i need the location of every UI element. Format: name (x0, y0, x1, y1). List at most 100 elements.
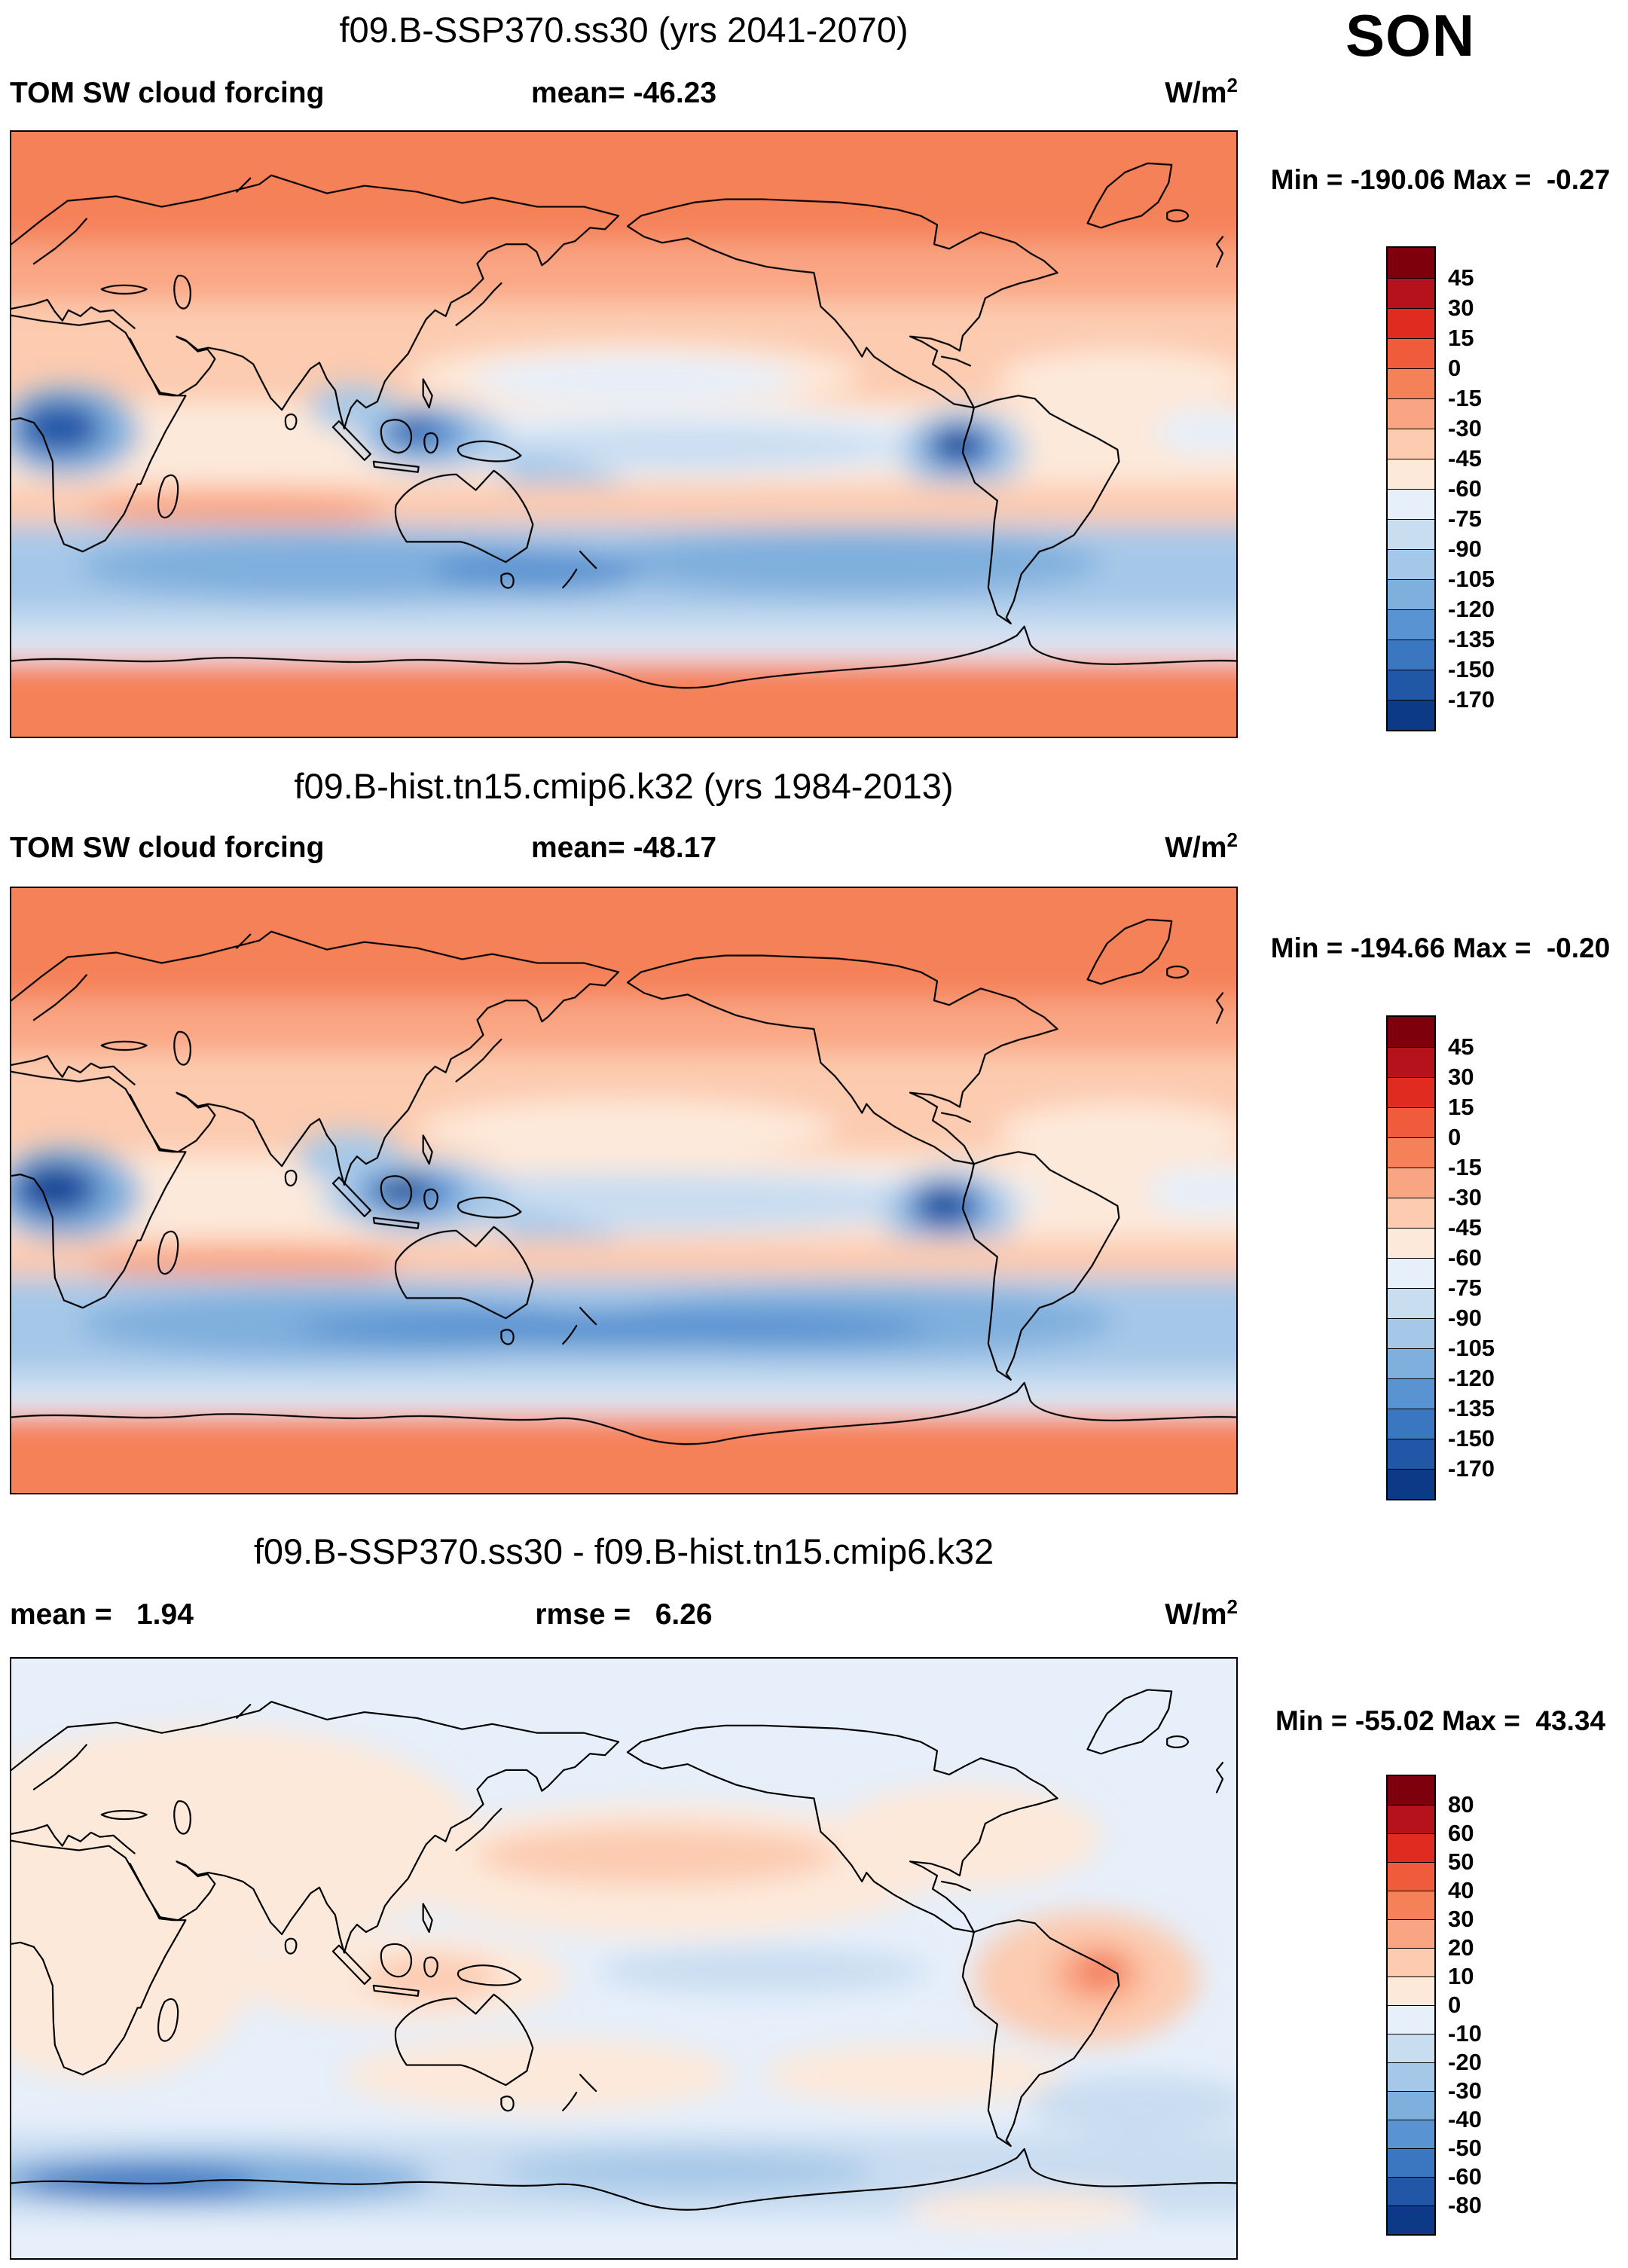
colorbar-tick-label: 0 (1448, 1124, 1462, 1150)
colorbar-cell (1388, 519, 1434, 549)
colorbar-cell (1388, 248, 1434, 278)
colorbar-tick-label: 15 (1448, 1094, 1474, 1120)
colorbar-tick-label: -120 (1448, 1365, 1495, 1391)
colorbar-tick-label: -60 (1448, 475, 1482, 502)
colorbar-cell (1388, 549, 1434, 579)
map-hist-svg (11, 888, 1236, 1493)
minmax-label: Min = -194.66 Max = -0.20 (1270, 933, 1611, 963)
colorbar-cell (1388, 1976, 1434, 2005)
colorbar-tick-label: 30 (1448, 1064, 1474, 1090)
panel-1-stats-row: TOM SW cloud forcing mean= -46.23 W/m2 (10, 69, 1238, 110)
colorbar-cell (1388, 579, 1434, 609)
minmax-label: Min = -190.06 Max = -0.27 (1270, 164, 1611, 195)
colorbar-tick-label: -170 (1448, 1455, 1495, 1482)
colorbar-tick-label: 20 (1448, 1934, 1474, 1961)
colorbar-tick-label: -15 (1448, 1154, 1482, 1180)
units-exponent: 2 (1226, 829, 1238, 851)
colorbar-cell (1388, 429, 1434, 459)
panel-2-title: f09.B-hist.tn15.cmip6.k32 (yrs 1984-2013… (294, 766, 954, 806)
panel-3-stats-row: mean = 1.94 rmse = 6.26 W/m2 (10, 1591, 1238, 1632)
colorbar-cell (1388, 1891, 1434, 1919)
map-ssp370-svg (11, 132, 1236, 737)
variable-label: TOM SW cloud forcing (10, 77, 325, 109)
colorbar-cells (1386, 1775, 1436, 2236)
map-difference (10, 1657, 1238, 2260)
colorbar-tick-label: -105 (1448, 1335, 1495, 1361)
colorbar-tick-label: -45 (1448, 445, 1482, 472)
colorbar-cell (1388, 1948, 1434, 1976)
minmax-label: Min = -55.02 Max = 43.34 (1275, 1705, 1606, 1736)
colorbar-cell (1388, 1862, 1434, 1891)
panel-2-stats-row: TOM SW cloud forcing mean= -48.17 W/m2 (10, 824, 1238, 865)
colorbar-cell (1388, 609, 1434, 639)
colorbar-labels: 80 60 50 40 30 20 10 0 -10 -20 -30 -40 -50 -60 -80 (1448, 1775, 1538, 2236)
season-label: SON (1345, 2, 1476, 69)
colorbar-cell (1388, 1348, 1434, 1378)
units-label: W/m2 (1165, 74, 1238, 110)
colorbar-cell (1388, 2062, 1434, 2091)
colorbar-tick-label: 80 (1448, 1791, 1474, 1818)
mean-value: mean = 1.94 (10, 1598, 194, 1631)
colorbar-cell (1388, 459, 1434, 489)
colorbar-cell (1388, 670, 1434, 700)
colorbar-tick-label: -15 (1448, 385, 1482, 411)
colorbar-cell (1388, 1439, 1434, 1469)
colorbar-tick-label: -45 (1448, 1214, 1482, 1241)
colorbar-panel-1: 45 30 15 0 -15 -30 -45 -60 -75 -90 -105 -120 -135 -15… (1386, 246, 1538, 731)
map-difference-svg (11, 1659, 1236, 2258)
colorbar-tick-label: 40 (1448, 1877, 1474, 1903)
colorbar-cell (1388, 1137, 1434, 1168)
units-exponent: 2 (1226, 1595, 1238, 1618)
colorbar-tick-label: 10 (1448, 1963, 1474, 1989)
colorbar-cell (1388, 489, 1434, 519)
colorbar-tick-label: -90 (1448, 536, 1482, 562)
colorbar-tick-label: -90 (1448, 1305, 1482, 1331)
units-label: W/m2 (1165, 829, 1238, 865)
field-shading (11, 888, 1236, 1493)
colorbar-cell (1388, 1288, 1434, 1318)
colorbar-cell (1388, 1776, 1434, 1805)
colorbar-cell (1388, 2091, 1434, 2120)
colorbar-panel-2: 45 30 15 0 -15 -30 -45 -60 -75 -90 -105 -120 -135 -15… (1386, 1015, 1538, 1500)
colorbar-cell (1388, 1919, 1434, 1948)
colorbar-cell (1388, 1228, 1434, 1258)
colorbar-tick-label: -60 (1448, 2163, 1482, 2190)
colorbar-labels: 45 30 15 0 -15 -30 -45 -60 -75 -90 -105 -120 -135 -15… (1448, 246, 1538, 731)
colorbar-cell (1388, 278, 1434, 308)
colorbar-cell (1388, 338, 1434, 368)
colorbar-cell (1388, 1017, 1434, 1047)
colorbar-cell (1388, 1107, 1434, 1137)
colorbar-tick-label: -150 (1448, 1425, 1495, 1451)
colorbar-cell (1388, 700, 1434, 730)
field-shading (11, 132, 1236, 737)
colorbar-tick-label: -75 (1448, 505, 1482, 532)
units-base: W/m (1165, 832, 1227, 864)
colorbar-tick-label: 0 (1448, 1992, 1462, 2018)
map-hist (10, 887, 1238, 1494)
panel-3-title: f09.B-SSP370.ss30 - f09.B-hist.tn15.cmip… (253, 1531, 994, 1571)
colorbar-cell (1388, 2120, 1434, 2148)
colorbar-cell (1388, 368, 1434, 398)
colorbar-tick-label: -105 (1448, 566, 1495, 592)
colorbar-cells (1386, 1015, 1436, 1500)
colorbar-tick-label: -10 (1448, 2020, 1482, 2047)
colorbar-cell (1388, 1409, 1434, 1439)
colorbar-tick-label: 0 (1448, 355, 1462, 381)
colorbar-tick-label: -30 (1448, 415, 1482, 441)
colorbar-tick-label: -40 (1448, 2106, 1482, 2132)
units-exponent: 2 (1226, 74, 1238, 96)
colorbar-cell (1388, 639, 1434, 670)
field-shading (11, 1725, 1236, 2258)
mean-value: mean= -46.23 (530, 77, 717, 109)
colorbar-cell (1388, 1047, 1434, 1077)
colorbar-tick-label: -75 (1448, 1274, 1482, 1301)
colorbar-labels: 45 30 15 0 -15 -30 -45 -60 -75 -90 -105 -120 -135 -15… (1448, 1015, 1538, 1500)
rmse-value: rmse = 6.26 (535, 1598, 713, 1631)
colorbar-tick-label: 45 (1448, 1033, 1474, 1060)
colorbar-tick-label: -50 (1448, 2135, 1482, 2161)
colorbar-cell (1388, 1168, 1434, 1198)
colorbar-tick-label: 30 (1448, 1906, 1474, 1932)
panel-1-title: f09.B-SSP370.ss30 (yrs 2041-2070) (339, 10, 909, 50)
colorbar-cell (1388, 1833, 1434, 1862)
colorbar-cells (1386, 246, 1436, 731)
